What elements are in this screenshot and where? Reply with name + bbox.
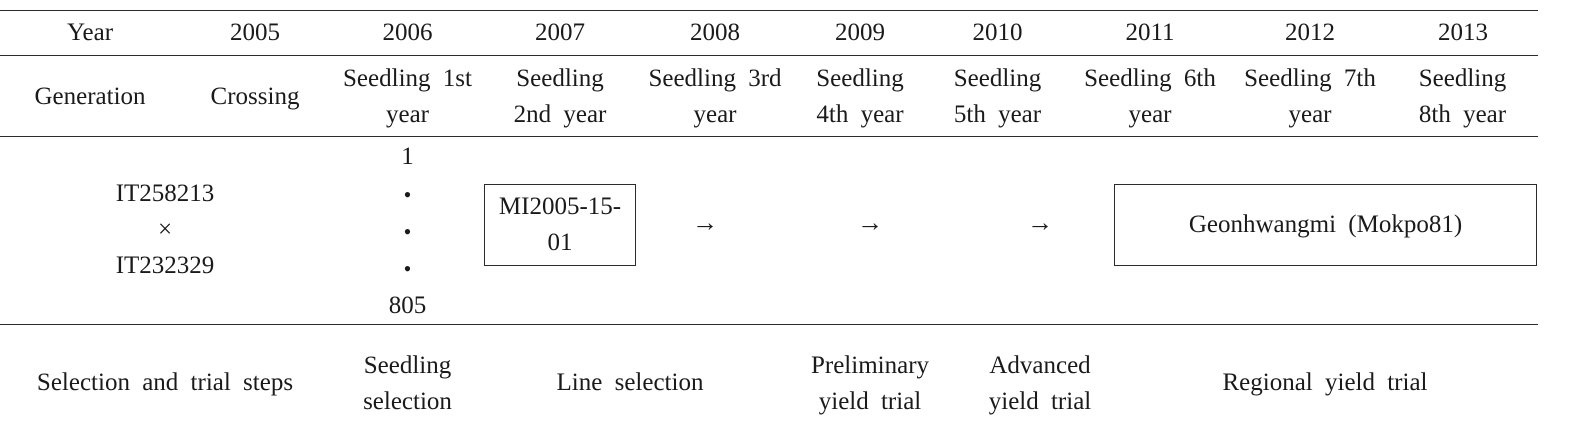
generation-label: Generation: [34, 83, 146, 110]
stage-2-line1: Seedling: [516, 65, 604, 92]
regional-yield-trial: Regional yield trial: [1222, 369, 1428, 396]
stage-8-line2: 8th year: [1418, 101, 1507, 128]
line-selection: Line selection: [556, 369, 704, 396]
preliminary-line1: Preliminary: [810, 352, 930, 379]
table-top-rule: [0, 10, 1538, 11]
generation-stage-6: Seedling 6th year: [1075, 60, 1225, 134]
seedling-selection: Seedling selection: [345, 347, 470, 421]
seedling-selection-line1: Seedling: [363, 352, 452, 379]
seedling-end: 805: [388, 291, 427, 319]
stage-3-line2: year: [693, 101, 737, 128]
preliminary-line2: yield trial: [818, 388, 922, 415]
stage-7-line2: year: [1288, 101, 1332, 128]
stage-7-line1: Seedling 7th: [1244, 65, 1376, 92]
stage-1-line2: year: [385, 101, 430, 128]
variety-box: Geonhwangmi (Mokpo81): [1114, 184, 1537, 266]
generation-stage-1: Seedling 1st year: [335, 60, 480, 134]
year-2008: 2008: [690, 19, 740, 46]
seedling-selection-line2: selection: [363, 388, 452, 415]
generation-rule: [0, 136, 1538, 137]
parent-cross: IT258213 × IT232329: [90, 176, 240, 284]
right-arrow-icon: →: [692, 208, 718, 237]
year-2009: 2009: [835, 19, 885, 46]
stage-5-line2: 5th year: [953, 101, 1042, 128]
ellipsis-dot: •: [403, 218, 412, 244]
stage-4-line2: 4th year: [816, 101, 904, 128]
steps-label: Selection and trial steps: [36, 369, 294, 396]
stage-4-line1: Seedling: [816, 65, 904, 92]
pedigree-rule: [0, 324, 1538, 325]
selected-line-name-2: 01: [547, 229, 573, 256]
year-2013: 2013: [1438, 19, 1488, 46]
selected-line-box: MI2005-15- 01: [484, 184, 636, 266]
advanced-yield-trial: Advanced yield trial: [970, 347, 1110, 421]
stage-3-line1: Seedling 3rd: [648, 65, 782, 92]
seedling-start: 1: [401, 142, 414, 170]
stage-5-line1: Seedling: [953, 65, 1042, 92]
ellipsis-dot: •: [403, 181, 412, 207]
year-2006: 2006: [382, 19, 433, 46]
year-2010: 2010: [972, 19, 1023, 46]
year-label: Year: [66, 19, 114, 46]
generation-stage-2: Seedling 2nd year: [495, 60, 625, 134]
year-2007: 2007: [535, 19, 585, 46]
generation-stage-8: Seedling 8th year: [1405, 60, 1520, 134]
generation-stage-7: Seedling 7th year: [1235, 60, 1385, 134]
stage-2-line2: 2nd year: [513, 101, 607, 128]
stage-6-line2: year: [1128, 101, 1172, 128]
parent-1: IT258213: [115, 180, 215, 207]
advanced-line2: yield trial: [988, 388, 1092, 415]
year-2005: 2005: [230, 19, 280, 46]
right-arrow-icon: →: [1027, 208, 1053, 237]
seedling-range: 1 • • • 805: [370, 140, 445, 322]
stage-8-line1: Seedling: [1418, 65, 1507, 92]
generation-stage-5: Seedling 5th year: [940, 60, 1055, 134]
selected-line-name-1: MI2005-15-: [498, 193, 622, 220]
preliminary-yield-trial: Preliminary yield trial: [800, 347, 940, 421]
generation-crossing: Crossing: [210, 83, 300, 110]
stage-6-line1: Seedling 6th: [1084, 65, 1216, 92]
parent-2: IT232329: [115, 252, 215, 279]
year-2011: 2011: [1125, 19, 1175, 46]
header-rule: [0, 55, 1538, 56]
advanced-line1: Advanced: [989, 352, 1091, 379]
right-arrow-icon: →: [857, 208, 883, 237]
generation-stage-3: Seedling 3rd year: [640, 60, 790, 134]
year-2012: 2012: [1285, 19, 1335, 46]
cross-symbol: ×: [157, 216, 173, 243]
generation-stage-4: Seedling 4th year: [800, 60, 920, 134]
stage-1-line1: Seedling 1st: [343, 65, 472, 92]
ellipsis-dot: •: [403, 255, 412, 281]
